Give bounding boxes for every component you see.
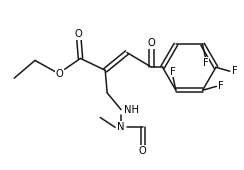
- Text: N: N: [117, 122, 125, 132]
- Text: NH: NH: [124, 105, 139, 115]
- Text: F: F: [218, 81, 224, 91]
- Text: O: O: [56, 69, 64, 79]
- Text: F: F: [203, 58, 208, 68]
- Text: F: F: [232, 66, 238, 76]
- Text: O: O: [75, 29, 82, 39]
- Text: F: F: [170, 67, 176, 77]
- Text: O: O: [148, 38, 155, 48]
- Text: O: O: [139, 146, 147, 156]
